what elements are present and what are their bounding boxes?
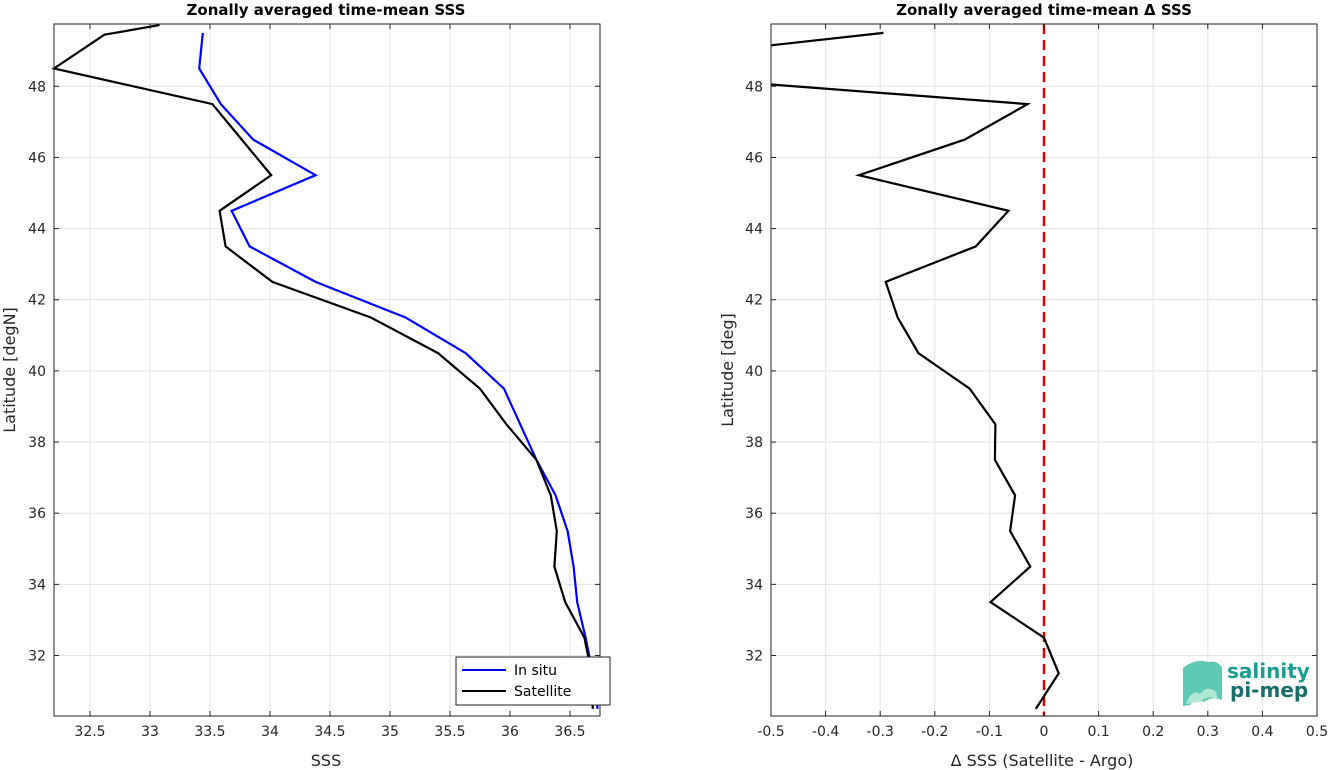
p0-x-tick-label-1: 33 <box>141 724 159 740</box>
p1-series-line-0 <box>770 83 1060 710</box>
p1-x-tick-label-5: 0 <box>1040 724 1049 740</box>
delta-sss-panel: -0.5 -0.4 -0.3 -0.2 -0.1 0 0.1 0.2 0.3 0.4 0.5 32 34… <box>718 1 1328 770</box>
p1-y-tick-label-1: 34 <box>745 577 763 593</box>
p0-series-line-1 <box>51 24 594 709</box>
p0-y-tick-label-1: 34 <box>28 577 46 593</box>
p0-axes-frame <box>53 23 601 717</box>
salinity-pi-mep-logo: salinity pi-mep <box>1183 659 1310 706</box>
logo-wave-highlight <box>1186 688 1218 704</box>
legend-satellite-label: Satellite <box>514 684 571 700</box>
legend: In situ Satellite <box>455 656 611 706</box>
p1-x-tick-label-6: 0.1 <box>1087 724 1109 740</box>
p1-y-tick-label-8: 48 <box>745 79 763 95</box>
p0-plot-area <box>54 24 600 716</box>
sss-panel-title: Zonally averaged time-mean SSS <box>187 1 466 19</box>
sss-y-axis-label: Latitude [degN] <box>0 307 19 433</box>
legend-in-situ-label: In situ <box>514 663 557 679</box>
p0-y-tick-label-2: 36 <box>28 506 46 522</box>
p0-x-tick-label-0: 32.5 <box>74 724 105 740</box>
sss-x-axis-label: SSS <box>311 751 341 770</box>
p0-y-tick-label-8: 48 <box>28 79 46 95</box>
p0-x-tick-label-2: 33.5 <box>194 724 225 740</box>
p1-series-line-1 <box>770 31 884 47</box>
p0-x-tick-label-5: 35 <box>381 724 399 740</box>
p0-x-tick-label-7: 36 <box>501 724 519 740</box>
p1-x-tick-label-2: -0.3 <box>867 724 894 740</box>
p0-x-tick-label-6: 35.5 <box>434 724 465 740</box>
p0-x-tick-label-8: 36.5 <box>554 724 585 740</box>
p0-x-tick-label-3: 34 <box>261 724 279 740</box>
p1-x-tick-label-8: 0.3 <box>1197 724 1219 740</box>
p0-x-tick-label-4: 34.5 <box>314 724 345 740</box>
p1-x-tick-label-0: -0.5 <box>757 724 784 740</box>
logo-line1: salinity <box>1227 659 1310 683</box>
p0-y-tick-label-6: 44 <box>28 222 46 238</box>
legend-box <box>455 656 611 706</box>
p0-y-tick-label-3: 38 <box>28 435 46 451</box>
p1-x-tick-label-10: 0.5 <box>1306 724 1328 740</box>
p1-y-tick-label-3: 38 <box>745 435 763 451</box>
delta-sss-panel-title: Zonally averaged time-mean Δ SSS <box>896 1 1192 19</box>
p1-y-tick-label-5: 42 <box>745 293 763 309</box>
p1-x-tick-label-9: 0.4 <box>1251 724 1273 740</box>
logo-line2: pi-mep <box>1230 678 1308 702</box>
p1-y-tick-label-7: 46 <box>745 150 763 166</box>
p1-x-tick-label-1: -0.4 <box>812 724 839 740</box>
sss-panel: 32.5 33 33.5 34 34.5 35 35.5 36 36.5 32 34 36 38 40 42… <box>0 1 601 770</box>
p1-x-tick-label-4: -0.1 <box>976 724 1003 740</box>
delta-sss-y-axis-label: Latitude [deg] <box>718 313 737 427</box>
p1-y-tick-label-6: 44 <box>745 222 763 238</box>
delta-sss-x-axis-label: Δ SSS (Satellite - Argo) <box>951 751 1134 770</box>
p0-y-tick-label-4: 40 <box>28 364 46 380</box>
p0-y-tick-label-5: 42 <box>28 293 46 309</box>
p1-y-tick-label-0: 32 <box>745 649 763 665</box>
p0-series-line-0 <box>198 32 599 710</box>
p1-y-tick-label-2: 36 <box>745 506 763 522</box>
p1-x-tick-label-7: 0.2 <box>1142 724 1164 740</box>
p1-x-tick-label-3: -0.2 <box>921 724 948 740</box>
p0-y-tick-label-7: 46 <box>28 150 46 166</box>
p1-y-tick-label-4: 40 <box>745 364 763 380</box>
p0-y-tick-label-0: 32 <box>28 649 46 665</box>
